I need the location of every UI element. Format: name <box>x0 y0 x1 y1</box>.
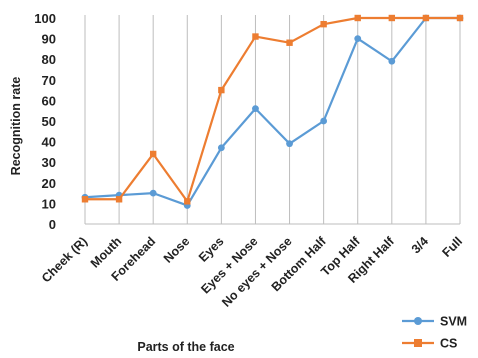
data-point-cs <box>320 20 327 28</box>
data-point-svm <box>149 189 157 197</box>
y-tick-label: 60 <box>42 93 56 108</box>
x-tick-label: Nose <box>161 234 193 266</box>
data-point-cs <box>388 14 396 22</box>
series-line-cs <box>85 16 460 203</box>
data-point-svm <box>217 144 225 152</box>
data-point-cs <box>286 39 293 46</box>
y-tick-label: 90 <box>42 32 56 47</box>
data-point-cs <box>354 14 361 22</box>
legend-label-svm: SVM <box>440 315 467 329</box>
data-point-cs <box>218 86 225 94</box>
legend-marker-svm <box>414 317 422 325</box>
data-point-cs <box>184 198 191 205</box>
data-point-cs <box>81 196 89 203</box>
y-axis-ticks: 0 10 20 30 40 50 60 70 80 90 100 <box>34 11 56 232</box>
y-tick-label: 20 <box>42 176 56 191</box>
data-point-svm <box>320 117 328 125</box>
x-axis-title: Parts of the face <box>137 340 234 354</box>
y-tick-label: 30 <box>42 155 56 170</box>
data-point-cs <box>456 14 464 22</box>
data-point-svm <box>286 140 293 148</box>
legend: SVM CS <box>402 315 467 351</box>
x-tick-label: Eyes <box>196 234 227 265</box>
y-axis-title: Recognition rate <box>9 77 23 176</box>
data-point-cs <box>252 33 259 40</box>
data-point-svm <box>388 57 396 65</box>
y-tick-label: 100 <box>34 11 56 26</box>
y-tick-label: 50 <box>42 114 56 129</box>
y-tick-label: 0 <box>49 217 56 232</box>
data-point-cs <box>149 150 157 158</box>
series-line-svm <box>84 16 460 207</box>
grid-lines <box>84 15 461 225</box>
data-point-svm <box>354 35 362 42</box>
legend-marker-cs <box>414 339 422 347</box>
legend-label-cs: CS <box>440 337 457 351</box>
x-tick-label: Full <box>440 234 466 260</box>
data-point-svm <box>252 105 259 113</box>
y-tick-label: 10 <box>42 196 56 211</box>
y-tick-label: 80 <box>42 52 56 67</box>
data-point-cs <box>115 196 123 203</box>
y-tick-label: 40 <box>42 135 56 150</box>
data-point-cs <box>422 14 430 22</box>
y-tick-label: 70 <box>42 73 56 88</box>
x-tick-label: Cheek (R) <box>39 234 90 285</box>
x-tick-label: 3/4 <box>409 234 431 256</box>
series-lines <box>81 14 464 209</box>
